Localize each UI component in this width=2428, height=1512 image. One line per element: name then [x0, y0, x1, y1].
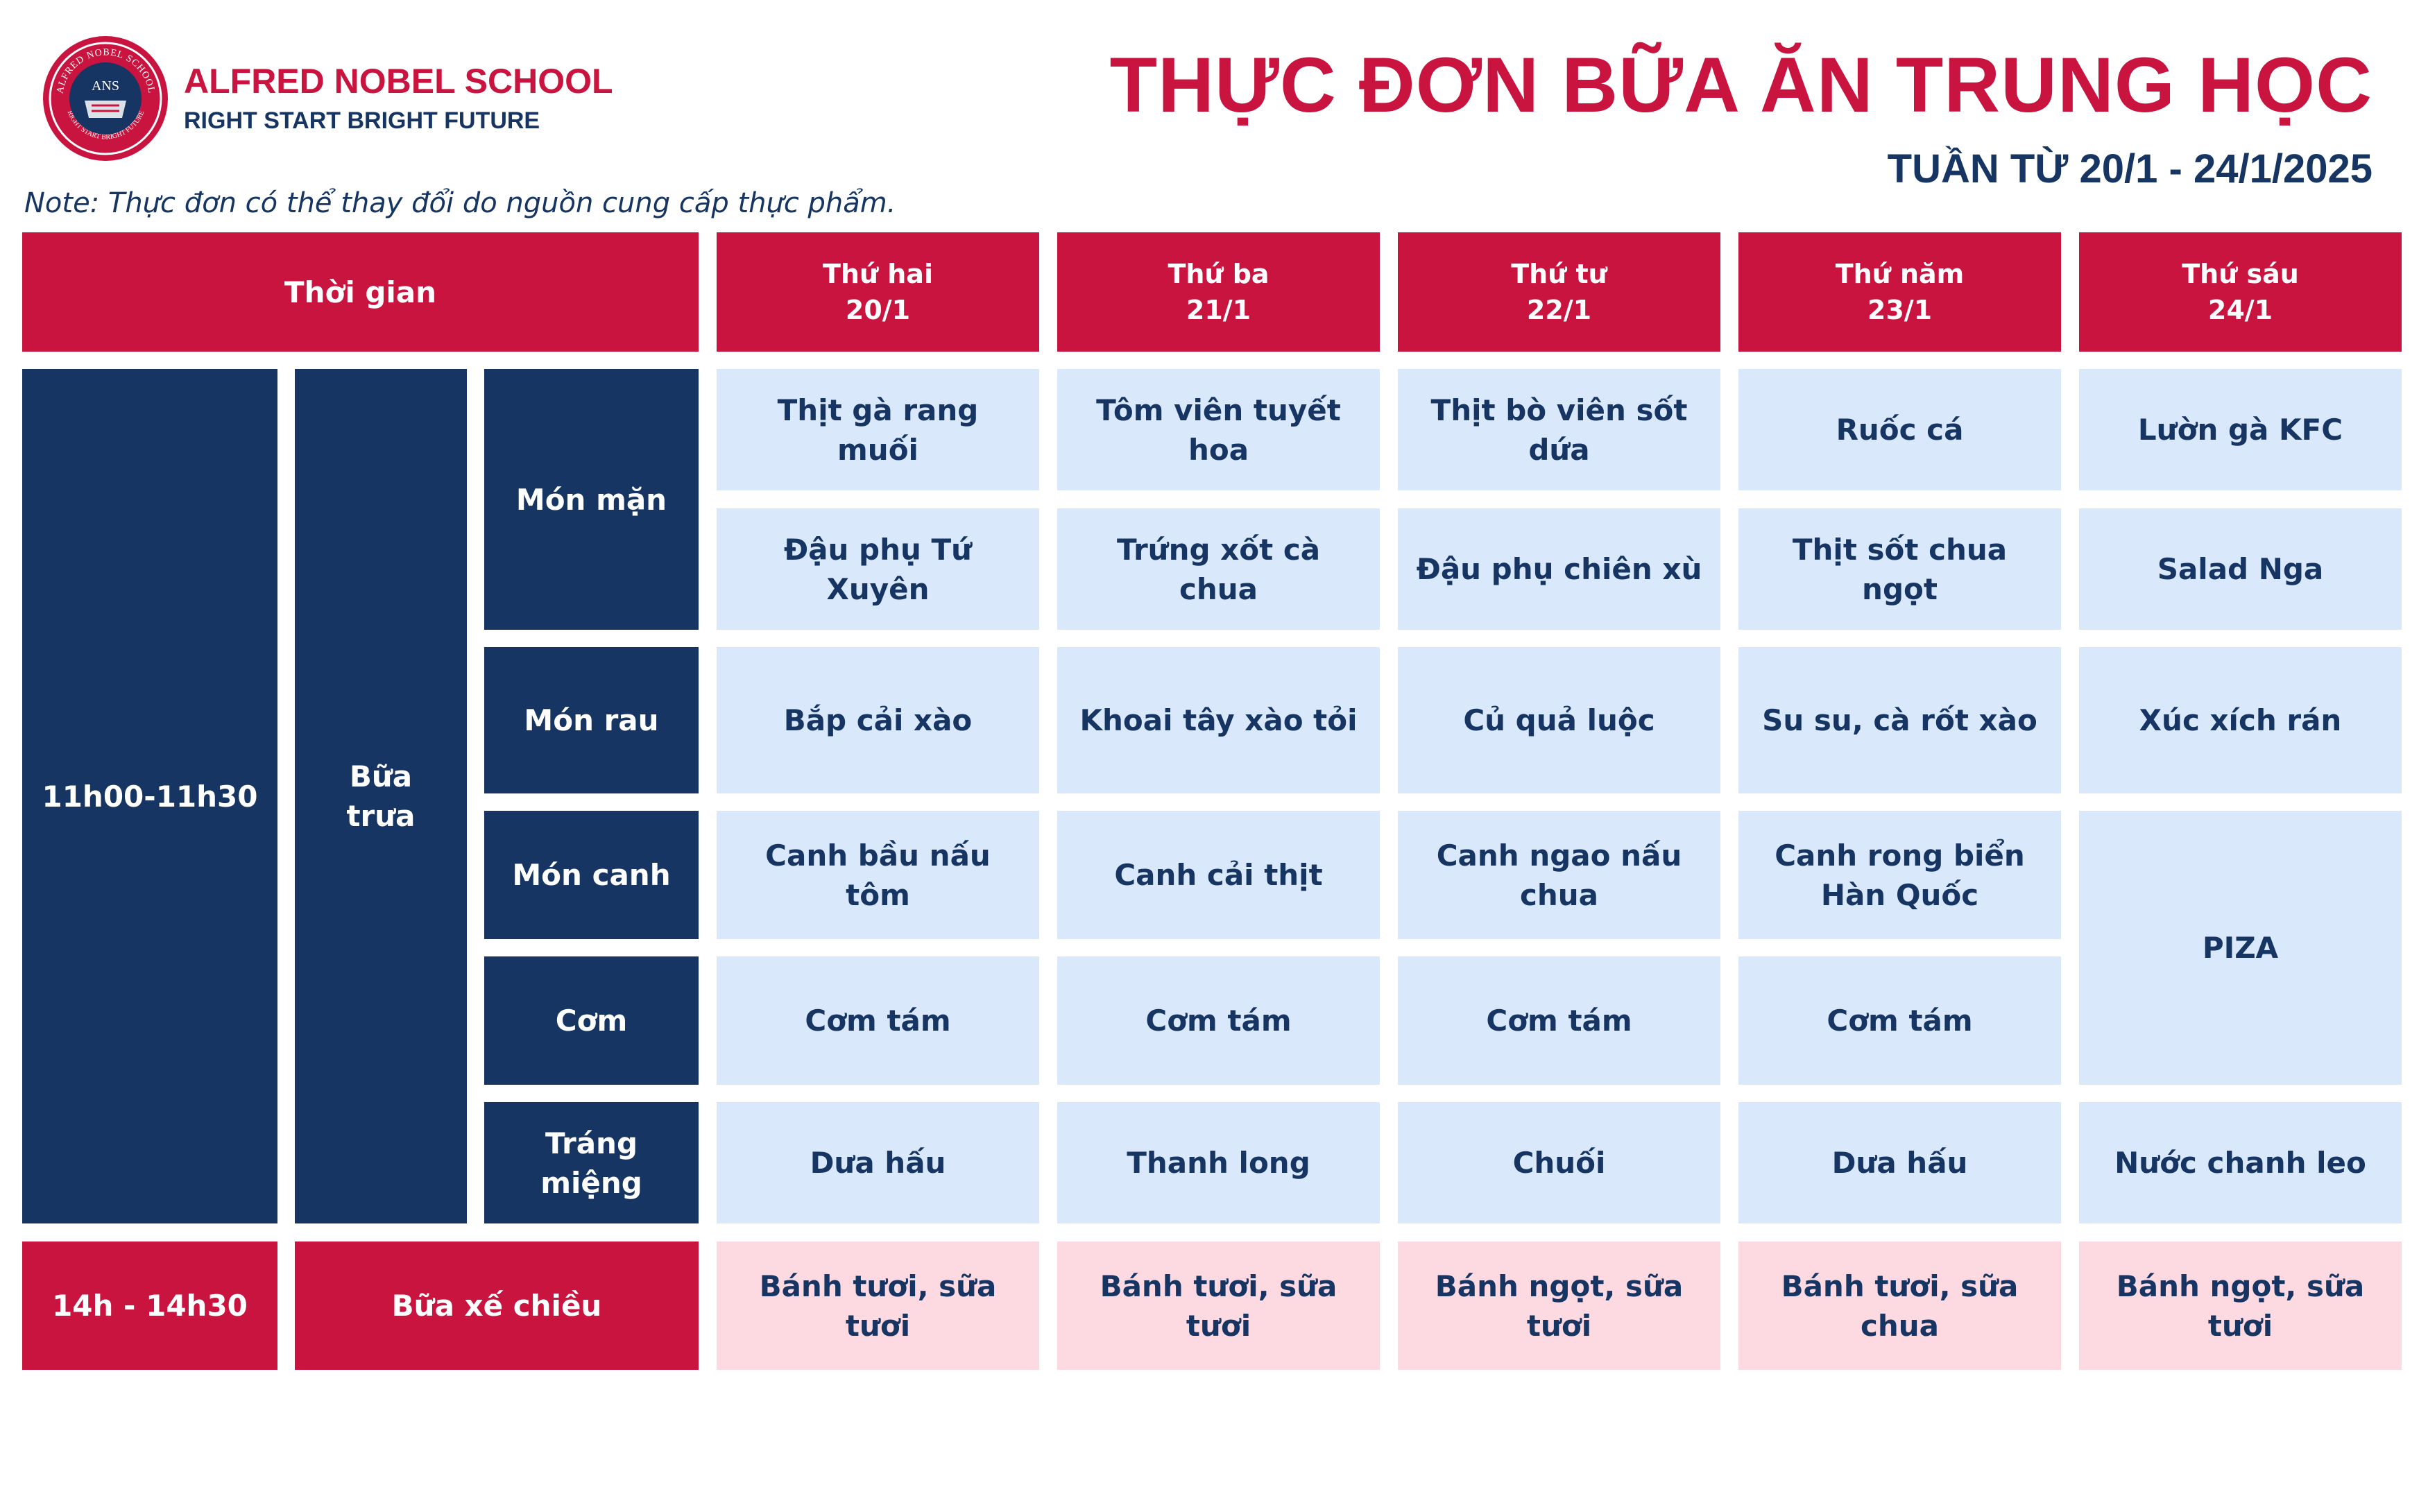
- menu-cell: Chuối: [1398, 1102, 1720, 1223]
- menu-cell: Thịt sốt chua ngọt: [1738, 508, 2061, 630]
- menu-cell: Tôm viên tuyết hoa: [1057, 369, 1380, 490]
- snack-cell: Bánh tươi, sữa chua: [1738, 1242, 2061, 1370]
- menu-cell: Cơm tám: [1398, 956, 1720, 1085]
- menu-cell: Cơm tám: [717, 956, 1039, 1085]
- menu-cell: Thanh long: [1057, 1102, 1380, 1223]
- menu-cell: Su su, cà rốt xào: [1738, 647, 2061, 793]
- snack-time: 14h - 14h30: [22, 1242, 277, 1370]
- menu-cell: Đậu phụ chiên xù: [1398, 508, 1720, 630]
- category-mon-canh: Món canh: [484, 811, 699, 939]
- page-title: THỰC ĐƠN BỮA ĂN TRUNG HỌC: [1109, 42, 2373, 128]
- menu-cell: Đậu phụ Tứ Xuyên: [717, 508, 1039, 630]
- category-com: Cơm: [484, 956, 699, 1085]
- day-date: 20/1: [845, 295, 911, 325]
- day-header-thursday: Thứ năm 23/1: [1738, 232, 2061, 352]
- menu-cell: Củ quả luộc: [1398, 647, 1720, 793]
- menu-cell: Dưa hấu: [1738, 1102, 2061, 1223]
- menu-cell: Canh bầu nấu tôm: [717, 811, 1039, 939]
- category-mon-rau: Món rau: [484, 647, 699, 793]
- day-date: 23/1: [1867, 295, 1933, 325]
- menu-cell: Canh rong biển Hàn Quốc: [1738, 811, 2061, 939]
- day-header-wednesday: Thứ tư 22/1: [1398, 232, 1720, 352]
- snack-cell: Bánh tươi, sữa tươi: [1057, 1242, 1380, 1370]
- day-name: Thứ hai: [823, 259, 933, 289]
- menu-cell: Xúc xích rán: [2079, 647, 2402, 793]
- menu-cell: Canh ngao nấu chua: [1398, 811, 1720, 939]
- lunch-time: 11h00-11h30: [22, 369, 277, 1223]
- day-date: 22/1: [1526, 295, 1592, 325]
- menu-cell: Bắp cải xào: [717, 647, 1039, 793]
- lunch-label: Bữa trưa: [295, 369, 467, 1223]
- menu-cell: Thịt bò viên sốt dứa: [1398, 369, 1720, 490]
- menu-cell: Trứng xốt cà chua: [1057, 508, 1380, 630]
- menu-cell: Dưa hấu: [717, 1102, 1039, 1223]
- menu-cell: Canh cải thịt: [1057, 811, 1380, 939]
- menu-note: Note: Thực đơn có thể thay đổi do nguồn …: [24, 187, 896, 219]
- snack-label: Bữa xế chiều: [295, 1242, 699, 1370]
- menu-cell: Nước chanh leo: [2079, 1102, 2402, 1223]
- menu-cell: Khoai tây xào tỏi: [1057, 647, 1380, 793]
- day-name: Thứ ba: [1168, 259, 1269, 289]
- menu-cell: Ruốc cá: [1738, 369, 2061, 490]
- school-slogan: RIGHT START BRIGHT FUTURE: [184, 108, 540, 134]
- day-date: 21/1: [1186, 295, 1251, 325]
- menu-cell: Thịt gà rang muối: [717, 369, 1039, 490]
- menu-cell-merged: PIZA: [2079, 811, 2402, 1085]
- school-logo: ALFRED NOBEL SCHOOL RIGHT START BRIGHT F…: [42, 35, 170, 163]
- snack-cell: Bánh ngọt, sữa tươi: [2079, 1242, 2402, 1370]
- day-header-tuesday: Thứ ba 21/1: [1057, 232, 1380, 352]
- day-date: 24/1: [2207, 295, 2273, 325]
- menu-cell: Cơm tám: [1738, 956, 2061, 1085]
- day-name: Thứ tư: [1511, 259, 1607, 289]
- category-mon-man: Món mặn: [484, 369, 699, 630]
- day-name: Thứ năm: [1835, 259, 1965, 289]
- svg-text:ANS: ANS: [92, 78, 119, 94]
- snack-cell: Bánh ngọt, sữa tươi: [1398, 1242, 1720, 1370]
- menu-cell: Cơm tám: [1057, 956, 1380, 1085]
- school-name: ALFRED NOBEL SCHOOL: [184, 62, 613, 101]
- snack-cell: Bánh tươi, sữa tươi: [717, 1242, 1039, 1370]
- category-trang-mieng: Tráng miệng: [484, 1102, 699, 1223]
- menu-cell: Salad Nga: [2079, 508, 2402, 630]
- day-name: Thứ sáu: [2182, 259, 2299, 289]
- menu-cell: Lườn gà KFC: [2079, 369, 2402, 490]
- week-subtitle: TUẦN TỪ 20/1 - 24/1/2025: [1887, 146, 2373, 191]
- time-header: Thời gian: [22, 232, 699, 352]
- day-header-friday: Thứ sáu 24/1: [2079, 232, 2402, 352]
- day-header-monday: Thứ hai 20/1: [717, 232, 1039, 352]
